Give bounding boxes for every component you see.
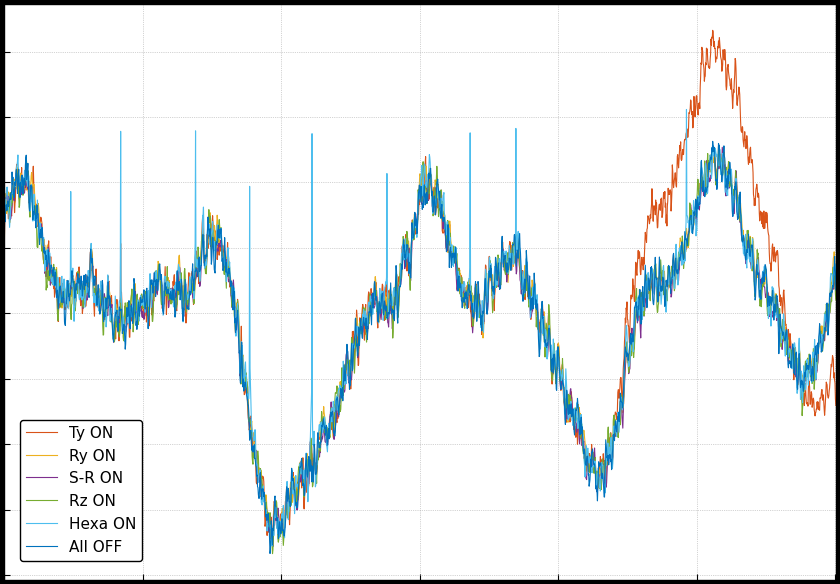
S-R ON [654,286,664,293]
Ty ON [707,27,717,34]
S-R ON [382,303,392,310]
Hexa ON [681,106,691,113]
S-R ON [717,144,727,151]
Rz ON [807,367,817,374]
Rz ON [0,232,9,239]
Ty ON [41,270,51,277]
Line: All OFF: All OFF [4,141,836,554]
Hexa ON [404,250,414,257]
Ty ON [404,273,414,280]
Hexa ON [0,237,9,244]
Hexa ON [267,543,277,550]
All OFF [807,363,817,370]
Hexa ON [807,359,817,366]
Rz ON [41,281,51,288]
All OFF [41,263,51,270]
Line: S-R ON: S-R ON [4,147,836,547]
Ry ON [382,296,392,303]
Ty ON [654,201,664,208]
Ty ON [267,537,277,544]
Ty ON [831,402,840,409]
Line: Hexa ON: Hexa ON [4,109,836,546]
Ry ON [404,246,414,253]
S-R ON [807,367,817,374]
Rz ON [713,143,723,150]
All OFF [707,138,717,145]
Legend: Ty ON, Ry ON, S-R ON, Rz ON, Hexa ON, All OFF: Ty ON, Ry ON, S-R ON, Rz ON, Hexa ON, Al… [20,420,143,561]
S-R ON [41,273,51,280]
S-R ON [268,543,278,550]
All OFF [404,270,414,277]
Hexa ON [382,170,392,177]
Hexa ON [41,260,51,267]
S-R ON [404,245,414,252]
Ry ON [654,282,664,289]
S-R ON [831,274,840,281]
Hexa ON [831,272,840,279]
Ty ON [0,241,9,248]
Rz ON [807,380,817,387]
Ry ON [831,291,840,298]
Ry ON [0,256,9,263]
Rz ON [382,302,392,309]
All OFF [654,253,664,260]
All OFF [831,286,840,293]
Ry ON [807,360,817,367]
Ry ON [41,249,51,256]
Rz ON [404,255,414,262]
Hexa ON [654,279,664,286]
Line: Ry ON: Ry ON [4,152,836,539]
Ty ON [382,293,392,300]
Rz ON [831,297,840,304]
All OFF [382,315,392,322]
Ry ON [719,148,729,155]
Ry ON [265,536,275,543]
All OFF [807,370,817,377]
All OFF [265,550,275,557]
Hexa ON [807,367,817,374]
Rz ON [654,281,664,288]
All OFF [0,240,9,247]
Ry ON [807,364,817,371]
Ty ON [807,402,817,409]
Rz ON [267,550,277,557]
Line: Rz ON: Rz ON [4,147,836,554]
Ty ON [807,404,817,411]
S-R ON [0,250,9,257]
S-R ON [807,365,817,372]
Line: Ty ON: Ty ON [4,30,836,541]
